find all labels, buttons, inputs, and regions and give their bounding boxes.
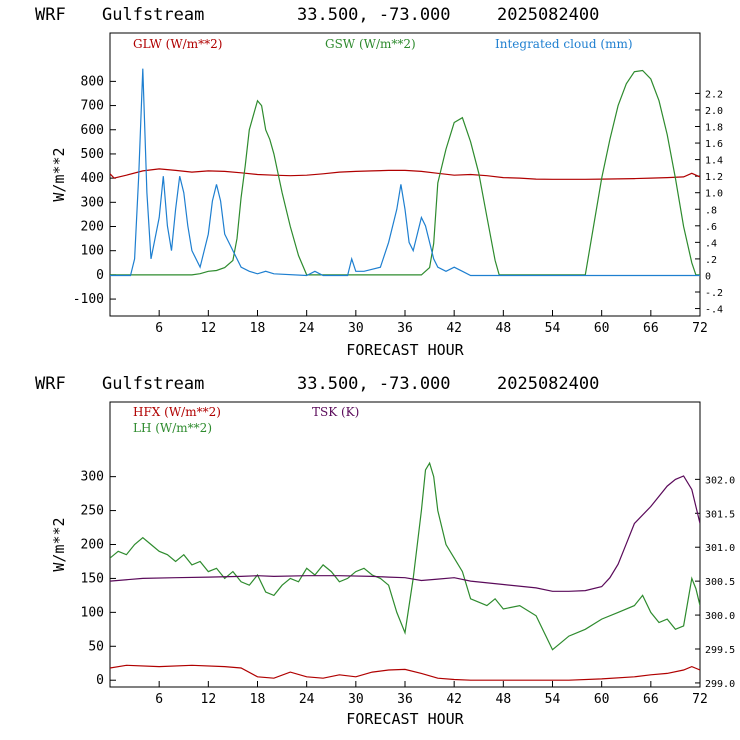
x-tick-label: 36	[397, 692, 413, 707]
x-axis-label: FORECAST HOUR	[346, 341, 464, 359]
y-tick-label: 250	[81, 504, 104, 519]
x-tick-label: 60	[594, 321, 610, 336]
series-line-3	[110, 475, 700, 592]
x-tick-label: 24	[299, 321, 315, 336]
chart-title-part: Gulfstream	[102, 374, 204, 394]
y2-tick-label: .4	[705, 238, 717, 249]
chart-title-part: 33.500, -73.000	[297, 5, 451, 25]
x-tick-label: 66	[643, 321, 659, 336]
y2-tick-label: .8	[705, 205, 717, 216]
series-line-3	[110, 68, 700, 277]
y-axis-label: W/m**2	[50, 517, 68, 571]
x-tick-label: 54	[545, 321, 561, 336]
chart-title-part: WRF	[35, 374, 66, 394]
y-tick-label: 800	[81, 74, 104, 89]
x-tick-label: 66	[643, 692, 659, 707]
x-tick-label: 30	[348, 321, 364, 336]
series-line-1	[110, 664, 700, 681]
y2-tick-label: 300.5	[705, 577, 735, 588]
y-axis-label: W/m**2	[50, 147, 68, 201]
y-tick-label: -100	[73, 292, 104, 307]
x-tick-label: 48	[496, 321, 512, 336]
y2-tick-label: -.2	[705, 288, 723, 299]
y-tick-label: 400	[81, 171, 104, 186]
y2-tick-label: .6	[705, 222, 717, 233]
y2-tick-label: 299.5	[705, 645, 735, 656]
chart-panel-1: WRF Gulfstream 33.500, -73.000 2025082400 6 1…	[35, 5, 723, 359]
chart-title-part: 2025082400	[497, 374, 599, 394]
y2-tick-label: 2.0	[705, 106, 723, 117]
y2-tick-label: .2	[705, 255, 717, 266]
y2-tick-label: 2.2	[705, 89, 723, 100]
x-tick-label: 18	[250, 321, 266, 336]
y-tick-label: 700	[81, 99, 104, 114]
y2-tick-label: 0	[705, 271, 711, 282]
x-tick-label: 6	[155, 321, 163, 336]
chart-title-part: Gulfstream	[102, 5, 204, 25]
y-tick-label: 300	[81, 195, 104, 210]
y-tick-label: 0	[96, 268, 104, 283]
legend-entry: GLW (W/m**2)	[133, 37, 222, 51]
x-axis-label: FORECAST HOUR	[346, 710, 464, 728]
y-tick-label: 200	[81, 220, 104, 235]
legend-entry: HFX (W/m**2)	[133, 405, 221, 419]
y2-tick-label: 1.2	[705, 172, 723, 183]
y2-tick-label: 1.6	[705, 139, 723, 150]
x-tick-label: 48	[496, 692, 512, 707]
x-tick-label: 18	[250, 692, 266, 707]
legend-entry: TSK (K)	[312, 405, 359, 419]
x-tick-label: 54	[545, 692, 561, 707]
x-tick-label: 12	[201, 692, 217, 707]
y2-tick-label: 300.0	[705, 611, 735, 622]
y2-tick-label: 301.0	[705, 543, 735, 554]
y2-tick-label: 1.0	[705, 189, 723, 200]
legend-entry: Integrated cloud (mm)	[495, 37, 633, 51]
series-line-2	[110, 461, 700, 651]
x-tick-label: 12	[201, 321, 217, 336]
chart-title-part: 33.500, -73.000	[297, 374, 451, 394]
x-tick-label: 42	[446, 692, 462, 707]
y-tick-label: 100	[81, 244, 104, 259]
x-tick-label: 30	[348, 692, 364, 707]
y2-tick-label: 302.0	[705, 475, 735, 486]
legend-entry: LH (W/m**2)	[133, 421, 212, 435]
y-tick-label: 100	[81, 605, 104, 620]
y-tick-label: 500	[81, 147, 104, 162]
x-tick-label: 24	[299, 692, 315, 707]
y-tick-label: 0	[96, 673, 104, 688]
chart-panel-2: WRF Gulfstream 33.500, -73.000 2025082400 6 1…	[35, 374, 735, 728]
y-tick-label: 600	[81, 123, 104, 138]
series-line-1	[110, 168, 700, 180]
y2-tick-label: 299.0	[705, 679, 735, 690]
series-line-2	[110, 69, 700, 276]
chart-title-part: 2025082400	[497, 5, 599, 25]
x-tick-label: 60	[594, 692, 610, 707]
y2-tick-label: -.4	[705, 305, 723, 316]
legend-entry: GSW (W/m**2)	[325, 37, 416, 51]
y-tick-label: 150	[81, 571, 104, 586]
y-tick-label: 200	[81, 538, 104, 553]
y2-tick-label: 301.5	[705, 509, 735, 520]
chart-title-part: WRF	[35, 5, 66, 25]
y2-tick-label: 1.8	[705, 123, 723, 134]
x-tick-label: 6	[155, 692, 163, 707]
x-tick-label: 72	[692, 692, 708, 707]
x-tick-label: 36	[397, 321, 413, 336]
plot-frame	[109, 401, 701, 688]
y-tick-label: 300	[81, 470, 104, 485]
x-tick-label: 42	[446, 321, 462, 336]
x-tick-label: 72	[692, 321, 708, 336]
y2-tick-label: 1.4	[705, 156, 723, 167]
y-tick-label: 50	[88, 639, 104, 654]
